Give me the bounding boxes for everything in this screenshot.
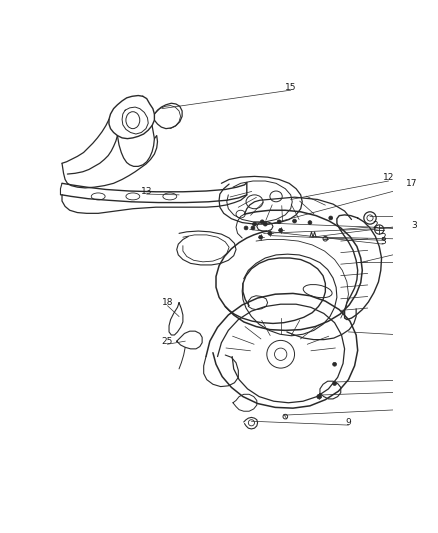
Circle shape xyxy=(244,226,248,230)
Circle shape xyxy=(293,219,297,223)
Text: 12: 12 xyxy=(383,173,394,182)
Circle shape xyxy=(277,220,281,224)
Circle shape xyxy=(253,222,256,226)
Text: 25: 25 xyxy=(162,337,173,346)
Text: 2: 2 xyxy=(380,233,386,241)
Circle shape xyxy=(251,226,255,230)
Circle shape xyxy=(308,221,312,224)
Text: 3: 3 xyxy=(411,221,417,230)
Circle shape xyxy=(329,216,332,220)
Circle shape xyxy=(263,222,267,226)
Circle shape xyxy=(268,231,272,235)
Circle shape xyxy=(332,382,336,385)
Text: 15: 15 xyxy=(285,83,297,92)
Text: 13: 13 xyxy=(141,187,152,196)
Circle shape xyxy=(332,362,336,366)
Circle shape xyxy=(259,235,263,239)
Text: 9: 9 xyxy=(346,417,351,426)
Text: 3: 3 xyxy=(380,237,386,246)
Circle shape xyxy=(317,394,321,399)
Text: 17: 17 xyxy=(406,179,417,188)
Circle shape xyxy=(260,220,264,224)
Text: 18: 18 xyxy=(162,298,173,307)
Circle shape xyxy=(279,228,283,232)
Text: 2: 2 xyxy=(373,221,378,230)
